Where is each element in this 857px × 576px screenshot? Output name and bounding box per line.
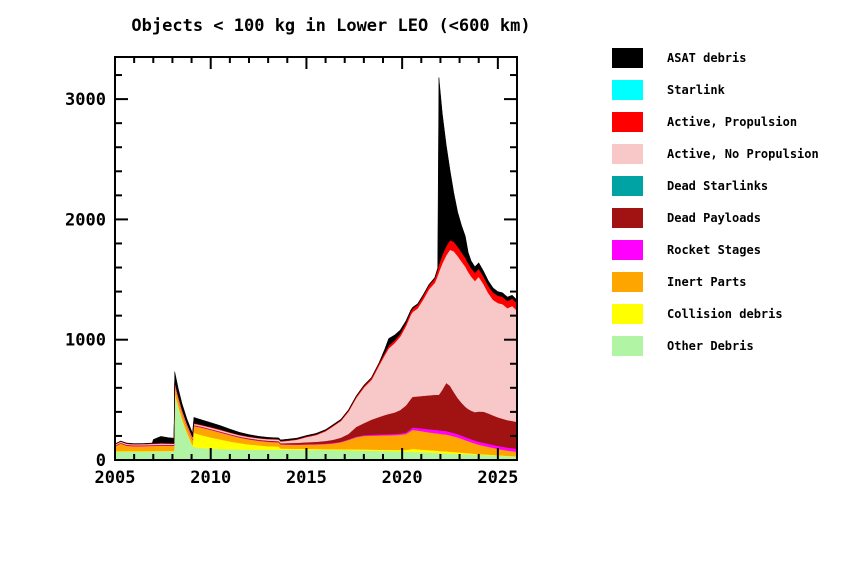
svg-text:2020: 2020 bbox=[382, 468, 423, 488]
svg-text:2025: 2025 bbox=[477, 468, 518, 488]
svg-text:2005: 2005 bbox=[95, 468, 136, 488]
svg-text:2015: 2015 bbox=[286, 468, 327, 488]
svg-text:3000: 3000 bbox=[65, 90, 106, 110]
svg-text:2010: 2010 bbox=[190, 468, 231, 488]
svg-text:2000: 2000 bbox=[65, 210, 106, 230]
chart-title: Objects < 100 kg in Lower LEO (<600 km) bbox=[131, 16, 531, 36]
svg-text:1000: 1000 bbox=[65, 331, 106, 351]
svg-text:0: 0 bbox=[96, 451, 106, 471]
